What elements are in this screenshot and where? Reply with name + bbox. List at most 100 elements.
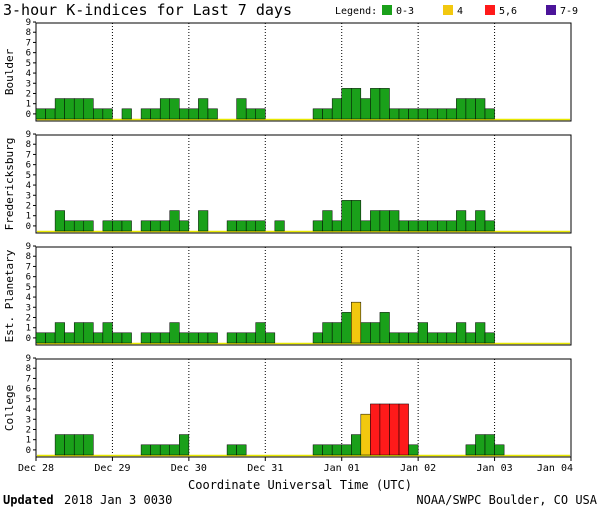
k-bar [475, 434, 486, 456]
k-bar [64, 434, 75, 456]
k-bar [159, 98, 170, 120]
k-bar [265, 332, 276, 344]
y-tick-label: 0 [26, 222, 31, 232]
k-bar [112, 332, 123, 344]
y-tick-label: 3 [26, 415, 31, 425]
k-bar [102, 322, 113, 344]
k-bar [379, 88, 390, 120]
k-bar [159, 332, 170, 344]
k-bar [389, 210, 400, 232]
k-bar [93, 332, 104, 344]
x-tick-label: Dec 30 [171, 463, 207, 474]
panel-label-college: College [3, 385, 16, 431]
y-tick-label: 9 [26, 18, 31, 28]
k-bar [236, 332, 247, 344]
y-tick-label: 5 [26, 283, 31, 293]
y-tick-label: 7 [26, 262, 31, 272]
k-bar [312, 444, 323, 456]
y-tick-label: 7 [26, 38, 31, 48]
k-bar [351, 200, 362, 232]
k-bar [379, 210, 390, 232]
k-bar [331, 322, 342, 344]
legend-swatch-5-6 [485, 5, 495, 15]
k-bar [312, 220, 323, 232]
k-bar [322, 108, 333, 120]
k-bar [169, 322, 180, 344]
k-bar [198, 210, 209, 232]
k-bar [245, 108, 256, 120]
k-bar [370, 403, 381, 456]
y-tick-label: 5 [26, 59, 31, 69]
y-tick-label: 3 [26, 303, 31, 313]
y-tick-label: 6 [26, 161, 31, 171]
legend-swatch-0-3 [382, 5, 392, 15]
k-bar [484, 434, 495, 456]
panel-frame [35, 22, 572, 122]
x-axis-label: Coordinate Universal Time (UTC) [188, 478, 412, 492]
k-bar [351, 434, 362, 456]
k-bar [341, 200, 352, 232]
y-tick-label: 9 [26, 242, 31, 252]
k-bar [159, 444, 170, 456]
y-tick-label: 2 [26, 89, 31, 99]
k-bar [54, 98, 65, 120]
y-tick-label: 7 [26, 374, 31, 384]
k-bar [140, 444, 151, 456]
k-bar [255, 220, 266, 232]
k-bar [408, 444, 419, 456]
k-bar [83, 434, 94, 456]
k-bar [398, 108, 409, 120]
k-bar [437, 108, 448, 120]
y-tick-label: 6 [26, 385, 31, 395]
k-bar [446, 332, 457, 344]
k-bar [312, 332, 323, 344]
k-bar [360, 220, 371, 232]
y-tick-label: 9 [26, 354, 31, 364]
k-bar [64, 98, 75, 120]
y-tick-label: 9 [26, 130, 31, 140]
k-bar [140, 108, 151, 120]
k-bar [226, 444, 237, 456]
y-tick-label: 2 [26, 313, 31, 323]
k-bar [351, 88, 362, 120]
k-bar [188, 332, 199, 344]
panel-label-fredericksburg: Fredericksburg [3, 138, 16, 231]
panel-label-boulder: Boulder [3, 48, 16, 95]
k-bar [64, 332, 75, 344]
k-bar [465, 332, 476, 344]
k-bar [150, 220, 161, 232]
k-bar [360, 413, 371, 456]
k-bar [446, 220, 457, 232]
k-bar [475, 322, 486, 344]
y-tick-label: 5 [26, 395, 31, 405]
k-bar [398, 403, 409, 456]
k-bar [93, 108, 104, 120]
y-tick-label: 2 [26, 201, 31, 211]
x-tick-label: Jan 03 [477, 463, 513, 474]
footer-source: NOAA/SWPC Boulder, CO USA [416, 493, 597, 507]
k-bar [179, 332, 190, 344]
k-bar [73, 434, 85, 456]
k-bar [360, 322, 371, 344]
k-bar [35, 108, 46, 120]
k-bar [417, 322, 428, 344]
k-bar [198, 98, 209, 120]
k-bar [408, 220, 419, 232]
k-bar [475, 210, 486, 232]
k-bar [54, 210, 65, 232]
k-bar [408, 332, 419, 344]
k-bar [389, 332, 400, 344]
k-bar [456, 98, 467, 120]
k-bar [456, 210, 467, 232]
k-bar [379, 312, 390, 344]
panel-frame [35, 246, 572, 346]
k-bar [437, 332, 448, 344]
k-bar [140, 220, 151, 232]
k-bar [484, 220, 495, 232]
k-bar [322, 444, 333, 456]
k-bar [226, 332, 237, 344]
y-tick-label: 1 [26, 436, 31, 446]
k-bar [198, 332, 209, 344]
